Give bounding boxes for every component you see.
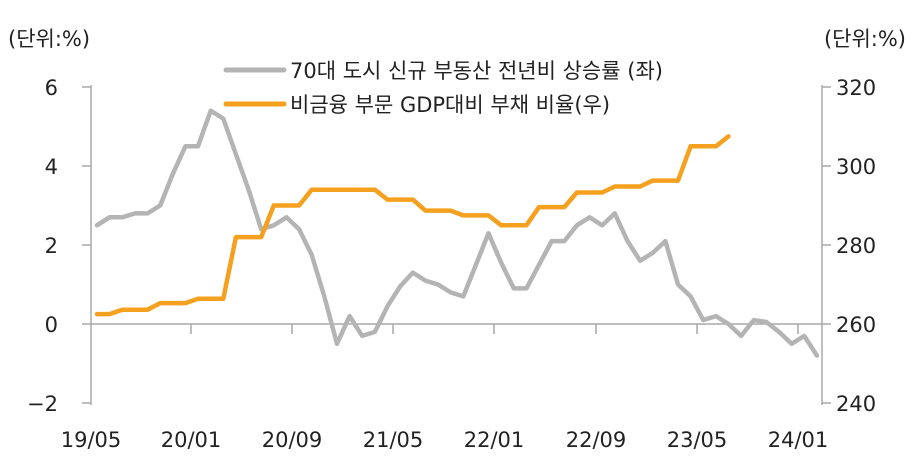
legend-label-orange: 비금융 부문 GDP대비 부채 비율(우) bbox=[290, 93, 610, 117]
x-tick-label: 20/09 bbox=[262, 428, 323, 452]
right-tick-label: 240 bbox=[836, 392, 876, 416]
x-tick-label: 21/05 bbox=[363, 428, 424, 452]
x-tick-label: 24/01 bbox=[768, 428, 829, 452]
left-tick-label: 0 bbox=[45, 313, 58, 337]
x-tick-label: 20/01 bbox=[161, 428, 222, 452]
right-tick-label: 280 bbox=[836, 234, 876, 258]
legend-label-gray: 70대 도시 신규 부동산 전년비 상승률 (좌) bbox=[290, 59, 663, 83]
left-unit-label: (단위:%) bbox=[8, 27, 90, 51]
right-tick-label: 300 bbox=[836, 155, 876, 179]
left-tick-label: −2 bbox=[27, 392, 58, 416]
legend: 70대 도시 신규 부동산 전년비 상승률 (좌) 비금융 부문 GDP대비 부… bbox=[223, 59, 663, 117]
series-line-price-growth bbox=[94, 108, 820, 358]
x-tick-label: 22/09 bbox=[566, 428, 627, 452]
series-line-debt-ratio bbox=[94, 134, 731, 317]
axes: 6 4 2 0 −2 320 300 280 260 240 19/05 20/01 20/09 21/0… bbox=[27, 76, 876, 452]
x-tick-label: 22/01 bbox=[464, 428, 525, 452]
right-unit-label: (단위:%) bbox=[824, 27, 906, 51]
x-tick-label: 19/05 bbox=[61, 428, 122, 452]
x-tick-label: 23/05 bbox=[667, 428, 728, 452]
left-tick-label: 6 bbox=[45, 76, 58, 100]
left-tick-label: 2 bbox=[45, 234, 58, 258]
left-tick-label: 4 bbox=[45, 155, 58, 179]
series-group bbox=[94, 108, 820, 358]
right-tick-label: 320 bbox=[836, 76, 876, 100]
right-tick-label: 260 bbox=[836, 313, 876, 337]
